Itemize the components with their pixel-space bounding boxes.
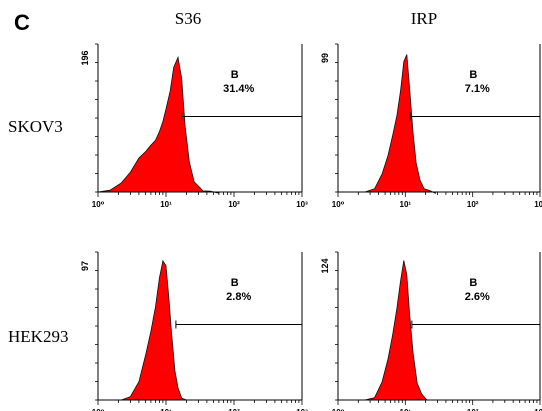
x-tick-label: 10¹ [400, 408, 412, 411]
x-tick-label: 10¹ [400, 200, 412, 209]
panel-skov3-irp: 99 10⁰ 10¹ 10² 10³ B 7.1% [320, 43, 542, 209]
column-label-irp: IRP [411, 9, 437, 28]
row-label-skov3: SKOV3 [8, 117, 63, 136]
gate-percent: 7.1% [465, 83, 490, 95]
y-max-label: 97 [80, 261, 90, 271]
x-tick-label: 10¹ [160, 200, 172, 209]
panel-hek293-irp: 124 10⁰ 10¹ 10² 10³ B 2.6% [320, 251, 542, 411]
x-tick-label: 10³ [534, 408, 542, 411]
x-tick-label: 10² [467, 408, 479, 411]
x-tick-label: 10⁰ [332, 408, 345, 411]
gate-percent: 2.6% [465, 291, 490, 303]
y-max-label: 99 [320, 53, 330, 63]
histogram-panels: 196 10⁰ 10¹ 10² 10³ B 31.4% 99 10⁰ 10¹ 10² 10³ B 7.1%… [80, 43, 542, 411]
panel-letter: C [14, 10, 30, 35]
x-tick-label: 10³ [534, 200, 542, 209]
histogram-hek293-s36 [121, 259, 187, 401]
y-max-label: 124 [320, 258, 330, 273]
x-tick-label: 10² [467, 200, 479, 209]
gate-label: B [469, 69, 477, 81]
x-tick-label: 10³ [296, 200, 308, 209]
gate-label: B [231, 277, 239, 289]
gate-label: B [231, 69, 239, 81]
panel-hek293-s36: 97 10⁰ 10¹ 10² 10³ B 2.8% [80, 251, 308, 411]
histogram-skov3-irp [364, 54, 436, 194]
panel-skov3-s36: 196 10⁰ 10¹ 10² 10³ B 31.4% [80, 43, 308, 209]
x-tick-label: 10³ [296, 408, 308, 411]
x-tick-label: 10⁰ [92, 408, 105, 411]
x-tick-label: 10² [228, 408, 240, 411]
column-label-s36: S36 [175, 9, 201, 28]
gate-percent: 31.4% [223, 83, 254, 95]
x-tick-label: 10⁰ [92, 200, 105, 209]
gate-percent: 2.8% [226, 291, 251, 303]
gate-label: B [469, 277, 477, 289]
x-tick-label: 10⁰ [332, 200, 345, 209]
y-max-label: 196 [80, 50, 90, 65]
x-tick-label: 10¹ [160, 408, 172, 411]
x-tick-label: 10² [228, 200, 240, 209]
row-label-hek293: HEK293 [8, 327, 68, 346]
histogram-hek293-irp [364, 260, 434, 401]
histogram-skov3-s36 [97, 55, 220, 194]
